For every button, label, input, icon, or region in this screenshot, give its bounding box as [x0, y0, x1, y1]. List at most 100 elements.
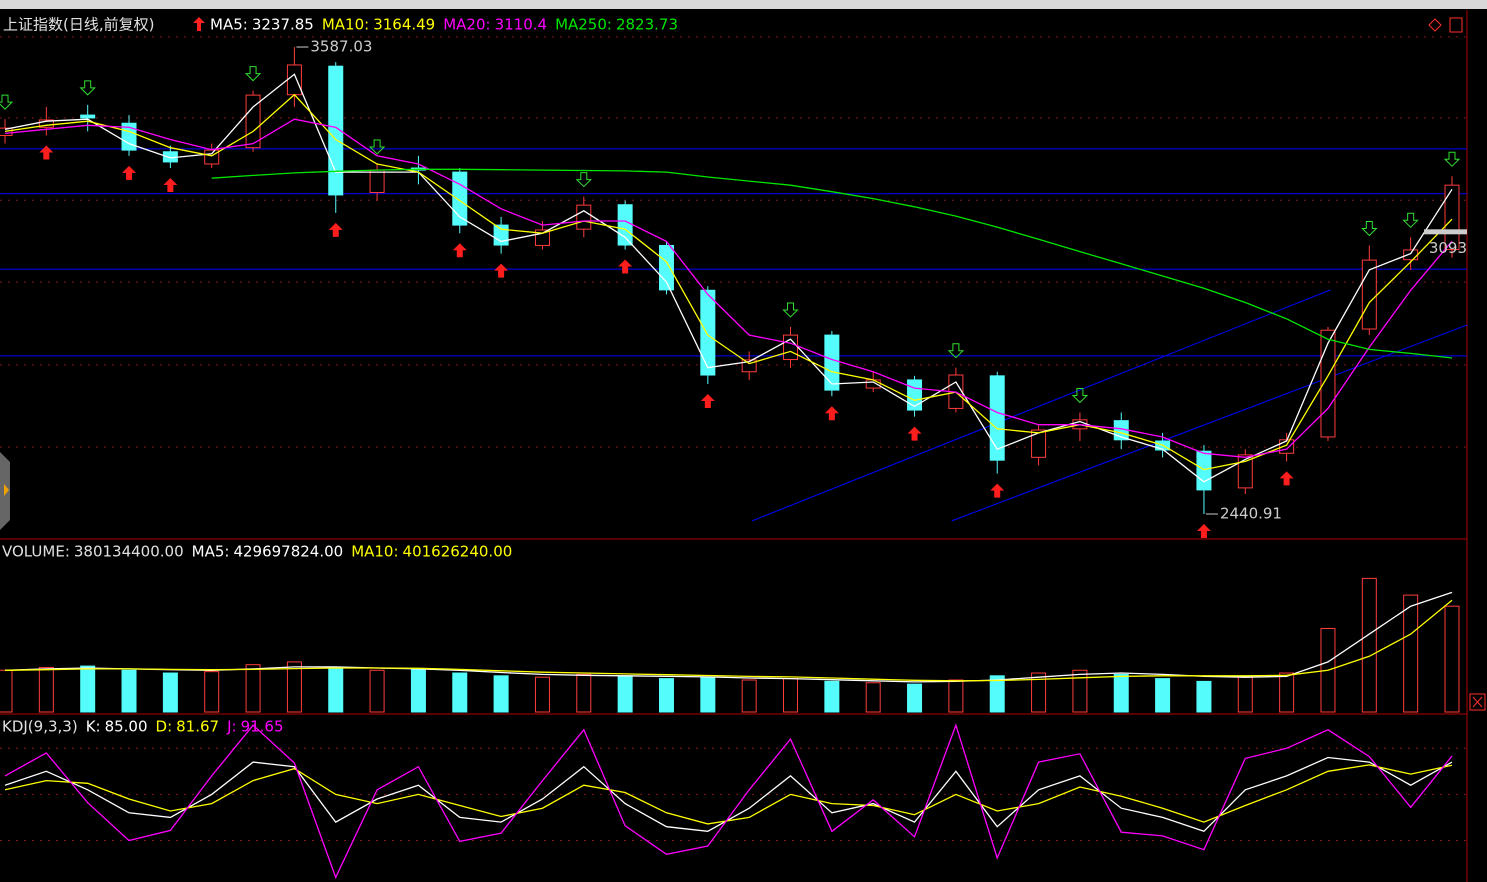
kdj-line	[4, 764, 1453, 825]
legend-entry: MA10:	[322, 16, 369, 34]
volume-bar	[617, 675, 633, 713]
buy-signal	[700, 393, 715, 408]
volume-bar	[0, 669, 13, 713]
volume-bar	[1279, 672, 1295, 713]
volume-bar	[907, 683, 923, 713]
candle-body	[1196, 450, 1212, 491]
legend: MA5: 3237.85 MA10: 3164.49 MA20: 3110.4 MA250:…	[2, 16, 678, 736]
candle-body	[38, 119, 54, 128]
sell-signal	[947, 343, 965, 359]
volume-bar	[1444, 605, 1460, 713]
toolbar	[0, 0, 1487, 9]
candle-body	[617, 204, 633, 246]
candle-body	[245, 94, 261, 149]
sell-signal	[1361, 220, 1378, 237]
legend-entry: 401626240.00	[403, 543, 513, 561]
sell-signal	[575, 172, 593, 188]
volume-bar	[534, 676, 550, 713]
side-tab-arrow	[4, 484, 9, 496]
legend-entry: MA250:	[555, 16, 612, 34]
volume-bar	[989, 675, 1005, 713]
candle-body	[824, 334, 840, 391]
title-arrow	[193, 17, 205, 31]
sell-signal	[1443, 151, 1461, 167]
volume-bar	[1113, 673, 1129, 713]
candle-body	[1237, 454, 1253, 489]
volume-bar	[658, 678, 674, 713]
legend-entry: MA20:	[443, 16, 490, 34]
buy-signal	[1279, 471, 1294, 486]
kdj-line	[4, 756, 1453, 833]
volume-bar	[1155, 678, 1171, 713]
volume-bar	[328, 666, 344, 713]
buy-signal	[907, 426, 922, 441]
close-button[interactable]	[1469, 693, 1486, 711]
volume-bar	[452, 672, 468, 713]
volume-bar	[1196, 680, 1212, 713]
candle-body	[865, 379, 881, 389]
legend-entry: D:	[156, 718, 173, 736]
annotation: 3587.03	[310, 38, 372, 56]
buy-signal	[163, 178, 178, 193]
volume-bar	[1031, 672, 1047, 713]
sell-signal	[782, 302, 799, 318]
icon[interactable]	[1428, 18, 1442, 32]
ma-line	[4, 93, 1453, 471]
sell-signal	[368, 139, 386, 155]
volume-bar	[948, 679, 964, 713]
volume-bar	[410, 668, 426, 713]
buy-signal	[618, 259, 633, 274]
volume-bar	[38, 666, 54, 713]
legend-entry: 3110.4	[495, 16, 548, 34]
buy-signal	[990, 483, 1005, 498]
volume-bar	[245, 664, 261, 713]
price-marker-bg	[1424, 229, 1467, 235]
legend-entry: MA5:	[210, 16, 248, 34]
volume-bar	[286, 661, 302, 713]
buy-signal	[494, 263, 509, 278]
sell-signal	[1071, 388, 1089, 404]
candle-body	[1320, 329, 1336, 438]
sell-signal	[244, 66, 262, 82]
volume-bar	[369, 669, 385, 713]
sell-signal	[79, 80, 96, 96]
candle-body	[452, 171, 468, 226]
legend-entry: 3237.85	[252, 16, 314, 34]
close-icon	[1472, 696, 1483, 708]
ma-line	[4, 118, 1453, 458]
volume-bar	[741, 679, 757, 713]
kdj-line	[4, 723, 1453, 880]
candle-body	[80, 114, 96, 119]
volume-bar	[1403, 594, 1419, 713]
price-marker: 3093	[1429, 239, 1467, 257]
volume-bar	[493, 675, 509, 713]
volume-bar	[1072, 669, 1088, 713]
legend-entry: 85.00	[105, 718, 148, 736]
ma-line	[211, 168, 1453, 359]
volume-bar	[204, 671, 220, 713]
legend-entry: 380134400.00	[74, 543, 184, 561]
candle-body	[1403, 249, 1419, 261]
volume-ma-line	[4, 599, 1453, 682]
volume-bar	[162, 672, 178, 713]
legend-entry: 2823.73	[616, 16, 678, 34]
buy-signal	[452, 243, 467, 258]
candle-body	[286, 64, 302, 96]
volume-bar	[783, 678, 799, 713]
annotation: 2440.91	[1220, 504, 1282, 522]
volume-bar	[121, 669, 137, 713]
volume-bar	[576, 673, 592, 713]
legend-entry: J:	[226, 718, 236, 736]
legend-entry: 429697824.00	[233, 543, 343, 561]
volume-bar	[824, 680, 840, 713]
legend-entry: K:	[86, 718, 101, 736]
legend-entry: 3164.49	[373, 16, 435, 34]
legend-entry: KDJ(9,3,3)	[2, 718, 78, 736]
icon[interactable]	[1449, 17, 1463, 33]
volume-bar	[1237, 676, 1253, 713]
sell-signal	[0, 94, 14, 110]
candle-body	[1031, 429, 1047, 458]
ma-line	[4, 73, 1453, 483]
